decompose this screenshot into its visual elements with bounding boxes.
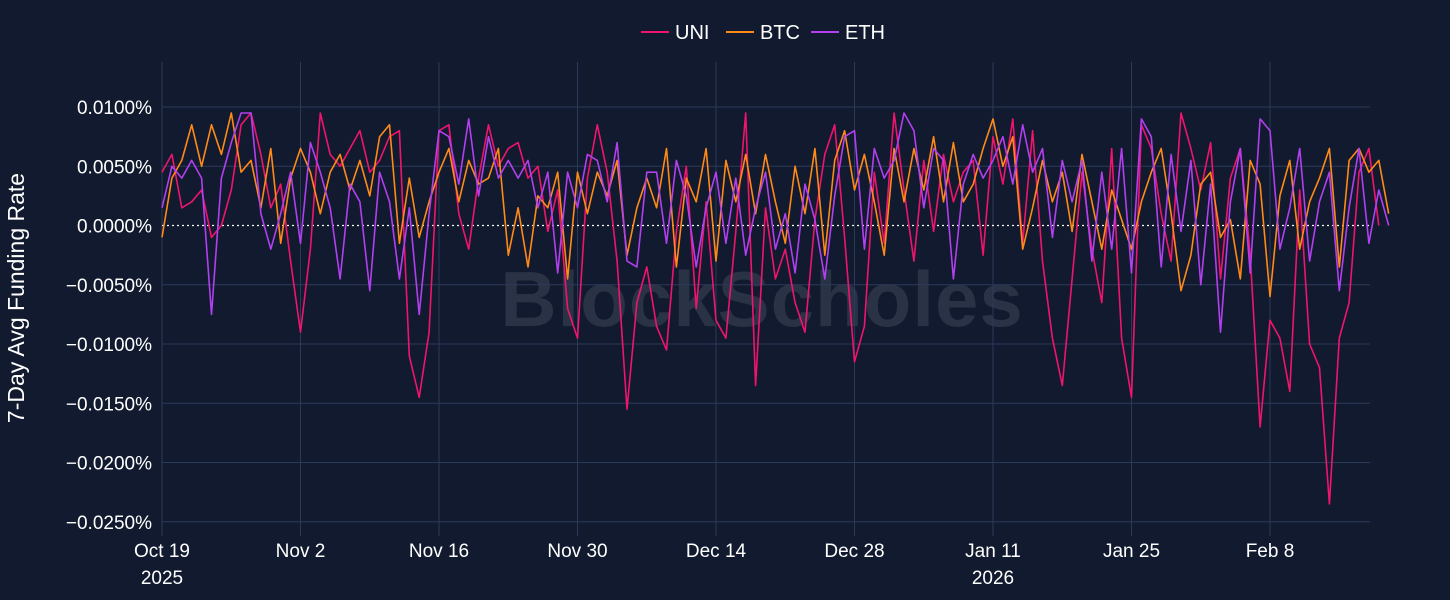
y-tick-label: −0.0250%: [66, 513, 152, 534]
y-tick-label: −0.0150%: [66, 394, 152, 415]
x-tick-label: Jan 25: [1103, 541, 1160, 562]
legend[interactable]: UNI BTC ETH: [641, 22, 885, 44]
legend-item-eth[interactable]: ETH: [811, 22, 885, 44]
series-line-btc: [161, 112, 1390, 298]
x-tick-label: Nov 30: [547, 541, 607, 562]
legend-item-uni[interactable]: UNI: [641, 22, 709, 44]
legend-item-btc[interactable]: BTC: [726, 22, 800, 44]
legend-label: BTC: [760, 22, 800, 44]
series-line-eth: [161, 112, 1390, 334]
y-tick-label: −0.0200%: [66, 454, 152, 475]
y-tick-label: 0.0000%: [77, 217, 152, 238]
y-tick-label: −0.0050%: [66, 276, 152, 297]
x-tick-year-label: 2025: [141, 568, 183, 589]
x-tick-year-label: 2026: [972, 568, 1014, 589]
y-tick-label: 0.0100%: [77, 98, 152, 119]
grid-layer: [161, 62, 1370, 536]
series-layer: [161, 112, 1390, 505]
legend-label: ETH: [845, 22, 885, 44]
x-axis-ticks: Oct 19 2025 Nov 2 Nov 16 Nov 30 Dec 14 Dec 28 J…: [134, 541, 1294, 589]
x-tick-label: Nov 16: [409, 541, 469, 562]
x-tick-label: Dec 14: [686, 541, 747, 562]
x-tick-label: Dec 28: [824, 541, 884, 562]
y-tick-label: 0.0050%: [77, 157, 152, 178]
x-tick-label: Nov 2: [276, 541, 326, 562]
x-tick-label: Feb 8: [1246, 541, 1295, 562]
x-tick-label: Oct 19: [134, 541, 190, 562]
x-tick-label: Jan 11: [965, 541, 1021, 562]
legend-label: UNI: [675, 22, 709, 44]
y-tick-label: −0.0100%: [66, 335, 152, 356]
y-axis-title: 7-Day Avg Funding Rate: [3, 173, 29, 423]
y-axis-ticks: 0.0100% 0.0050% 0.0000% −0.0050% −0.0100% −0.…: [66, 98, 152, 534]
